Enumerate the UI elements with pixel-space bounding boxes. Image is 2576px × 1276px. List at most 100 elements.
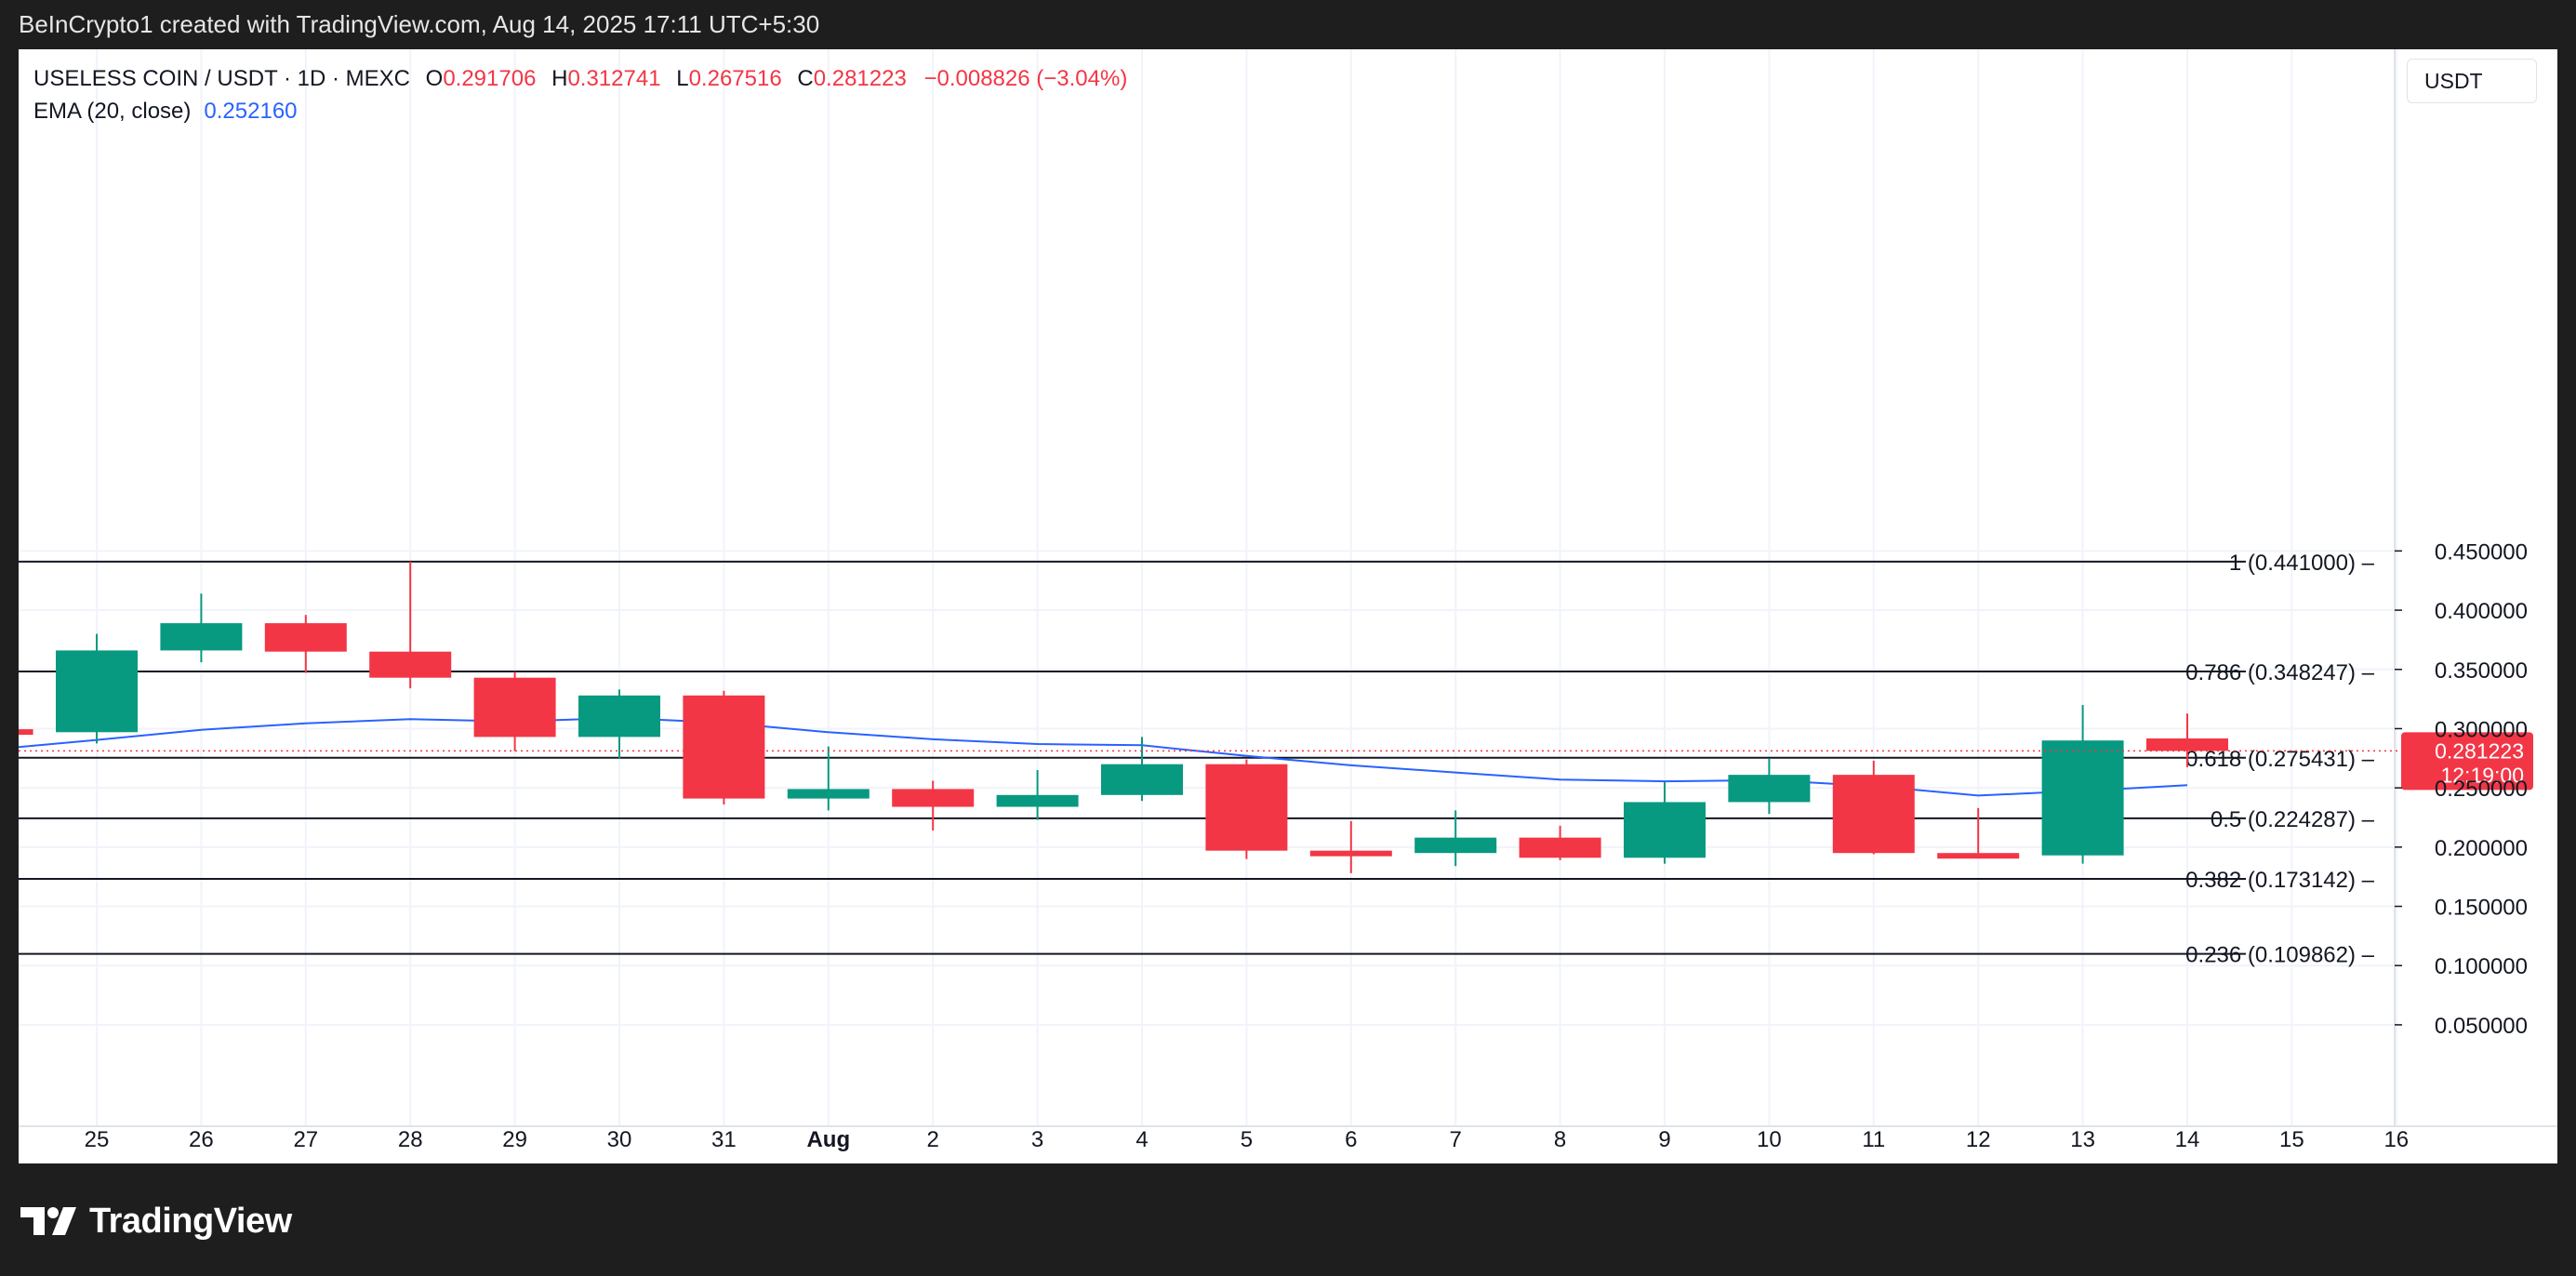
time-tick-label: 16 (2383, 1127, 2409, 1152)
candle-body (683, 695, 765, 799)
ohlc-row: USELESS COIN / USDT · 1D · MEXC O0.29170… (33, 62, 1127, 95)
time-tick-label: 11 (1862, 1127, 1885, 1152)
ema-value: 0.252160 (204, 99, 298, 124)
candle-body (1937, 853, 2020, 859)
candle (2041, 704, 2124, 864)
open-value: 0.291706 (443, 66, 537, 91)
currency-button[interactable]: USDT (2407, 59, 2537, 103)
candle-body (56, 650, 138, 733)
fib-level-label: 1 (0.441000) – (2229, 551, 2375, 576)
change-value: −0.008826 (−3.04%) (923, 66, 1128, 91)
time-tick-label: 26 (189, 1127, 214, 1152)
open-label: O (425, 66, 444, 91)
candle (19, 729, 33, 736)
candle (1624, 781, 1706, 864)
candle (1937, 807, 2020, 859)
candle-body (473, 677, 556, 738)
time-tick-label: 7 (1450, 1127, 1462, 1152)
price-tick-label: 0.250000 (2435, 777, 2528, 802)
candlestick-chart[interactable]: 1 (0.441000) –0.786 (0.348247) –0.618 (0… (19, 49, 2557, 1163)
chart-panel[interactable]: 1 (0.441000) –0.786 (0.348247) –0.618 (0… (19, 49, 2557, 1163)
candle (2146, 713, 2228, 767)
fibonacci-levels: 1 (0.441000) –0.786 (0.348247) –0.618 (0… (19, 551, 2375, 968)
candle (683, 690, 765, 804)
close-label: C (797, 66, 814, 91)
time-tick-label: 28 (398, 1127, 423, 1152)
tradingview-logo-icon (20, 1207, 76, 1235)
candle (1309, 820, 1392, 873)
chart-attribution: BeInCrypto1 created with TradingView.com… (19, 10, 820, 38)
price-tick-label: 0.050000 (2435, 1014, 2528, 1039)
candle-body (1832, 775, 1915, 854)
candle-body (1624, 802, 1706, 858)
time-tick-label: 13 (2070, 1127, 2095, 1152)
candle (892, 780, 975, 831)
candle-body (1519, 837, 1601, 858)
candle (160, 593, 243, 663)
low-value: 0.267516 (688, 66, 782, 91)
symbol-title[interactable]: USELESS COIN / USDT · 1D · MEXC (33, 66, 410, 91)
candle-body (1309, 850, 1392, 857)
price-axis[interactable]: 0.450000 0.400000 0.350000 0.300000 0.250000… (2394, 49, 2528, 1126)
fib-level-label: 0.236 (0.109862) – (2185, 943, 2374, 968)
chart-legend: USELESS COIN / USDT · 1D · MEXC O0.29170… (33, 62, 1127, 127)
close-value: 0.281223 (813, 66, 907, 91)
candle-body (19, 729, 33, 736)
candle-body (2146, 738, 2228, 751)
candle-body (160, 623, 243, 651)
brand-name: TradingView (89, 1201, 292, 1241)
fib-level-label: 0.5 (0.224287) – (2211, 807, 2375, 832)
time-tick-label: Aug (806, 1127, 850, 1152)
candle (1101, 737, 1183, 802)
time-tick-label: 9 (1658, 1127, 1670, 1152)
price-tick-label: 0.400000 (2435, 599, 2528, 624)
time-tick-label: 4 (1135, 1127, 1148, 1152)
last-price-tag (2401, 732, 2533, 791)
low-label: L (676, 66, 689, 91)
countdown-label: 12:19:00 (2440, 763, 2524, 787)
high-label: H (551, 66, 568, 91)
time-tick-label: 29 (502, 1127, 527, 1152)
time-tick-label: 12 (1966, 1127, 1991, 1152)
price-tick-label: 0.150000 (2435, 896, 2528, 921)
candle (578, 689, 660, 759)
ema-line (19, 716, 2188, 797)
time-tick-label: 14 (2175, 1127, 2200, 1152)
candle-body (2041, 740, 2124, 856)
time-tick-label: 2 (927, 1127, 939, 1152)
time-tick-label: 30 (607, 1127, 632, 1152)
candle-body (996, 794, 1079, 807)
candle-body (578, 695, 660, 738)
candle-body (892, 789, 975, 807)
candle-body (1101, 764, 1183, 795)
time-tick-label: 6 (1345, 1127, 1357, 1152)
candle-body (1205, 764, 1288, 851)
candle-body (369, 651, 452, 678)
time-axis[interactable]: 25 26 27 28 29 30 31 Aug 2 3 4 5 6 7 8 9 10 11 12 13 14 15 16 (19, 1125, 2557, 1152)
candle (996, 770, 1079, 820)
candle (1519, 825, 1601, 860)
ema-row: EMA (20, close) 0.252160 (33, 95, 1127, 127)
ema-line-group (19, 716, 2188, 797)
time-tick-label: 15 (2279, 1127, 2304, 1152)
time-tick-label: 5 (1241, 1127, 1253, 1152)
ema-label[interactable]: EMA (20, close) (33, 99, 192, 124)
price-tick-label: 0.200000 (2435, 836, 2528, 861)
candle-body (787, 789, 870, 799)
grid-lines (19, 49, 2397, 1126)
price-tick-label: 0.450000 (2435, 539, 2528, 565)
candle-body (264, 623, 347, 652)
candle-body (1414, 837, 1497, 854)
high-value: 0.312741 (567, 66, 661, 91)
candle-body (1728, 775, 1811, 803)
candle (1414, 810, 1497, 867)
last-price-label: 0.281223 (2435, 738, 2524, 763)
price-tick-label: 0.300000 (2435, 717, 2528, 742)
time-tick-label: 31 (711, 1127, 737, 1152)
candle (473, 671, 556, 751)
candles (19, 561, 2228, 873)
fib-level-label: 0.786 (0.348247) – (2185, 660, 2374, 685)
tradingview-logo: TradingView (20, 1200, 292, 1243)
time-tick-label: 25 (85, 1127, 110, 1152)
